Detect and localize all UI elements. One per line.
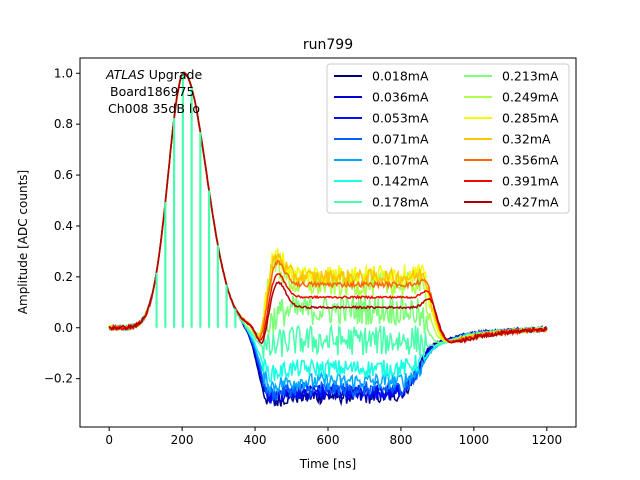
x-tick-label: 1000 (459, 433, 490, 447)
annotation-atlas: ATLAS (105, 67, 145, 82)
legend-label: 0.053mA (372, 111, 429, 126)
chart-title: run799 (303, 37, 353, 53)
y-tick-label: 0.8 (54, 117, 73, 131)
legend-label: 0.285mA (502, 111, 559, 126)
annotation-channel: Ch008 35dB lo (108, 101, 200, 116)
legend-label: 0.356mA (502, 153, 559, 168)
x-axis-label: Time [ns] (299, 457, 356, 471)
annotation: ATLAS Upgrade Board186975 Ch008 35dB lo (105, 67, 202, 116)
y-tick-label: 0.6 (54, 168, 73, 182)
legend-label: 0.213mA (502, 69, 559, 84)
x-tick-label: 400 (244, 433, 267, 447)
legend-label: 0.142mA (372, 174, 429, 189)
y-axis-label: Amplitude [ADC counts] (16, 170, 30, 314)
x-tick-label: 1200 (532, 433, 563, 447)
annotation-board: Board186975 (110, 84, 194, 99)
legend-label: 0.391mA (502, 174, 559, 189)
y-tick-label: 0.2 (54, 270, 73, 284)
x-tick-label: 0 (105, 433, 113, 447)
y-tick-label: 0.0 (54, 321, 73, 335)
x-tick-label: 200 (171, 433, 194, 447)
y-tick-label: 0.4 (54, 219, 73, 233)
x-tick-label: 600 (317, 433, 340, 447)
legend-label: 0.178mA (372, 195, 429, 210)
legend-label: 0.249mA (502, 90, 559, 105)
legend-label: 0.036mA (372, 90, 429, 105)
legend-label: 0.427mA (502, 195, 559, 210)
y-axis: −0.2 0.0 0.2 0.4 0.6 0.8 1.0 (44, 66, 80, 386)
x-tick-label: 800 (389, 433, 412, 447)
legend-box (326, 63, 570, 214)
legend-label: 0.107mA (372, 153, 429, 168)
y-tick-label: 1.0 (54, 66, 73, 80)
legend-label: 0.32mA (502, 132, 551, 147)
x-axis: 0 200 400 600 800 1000 1200 (105, 427, 562, 447)
plot-curves (108, 70, 548, 407)
legend-label: 0.018mA (372, 69, 429, 84)
annotation-upgrade: Upgrade (145, 67, 203, 82)
svg-text:ATLAS Upgrade: ATLAS Upgrade (105, 67, 202, 82)
legend-label: 0.071mA (372, 132, 429, 147)
y-tick-label: −0.2 (44, 372, 73, 386)
legend: 0.018mA 0.036mA 0.053mA 0.071mA 0.107mA 0.142… (326, 63, 570, 214)
